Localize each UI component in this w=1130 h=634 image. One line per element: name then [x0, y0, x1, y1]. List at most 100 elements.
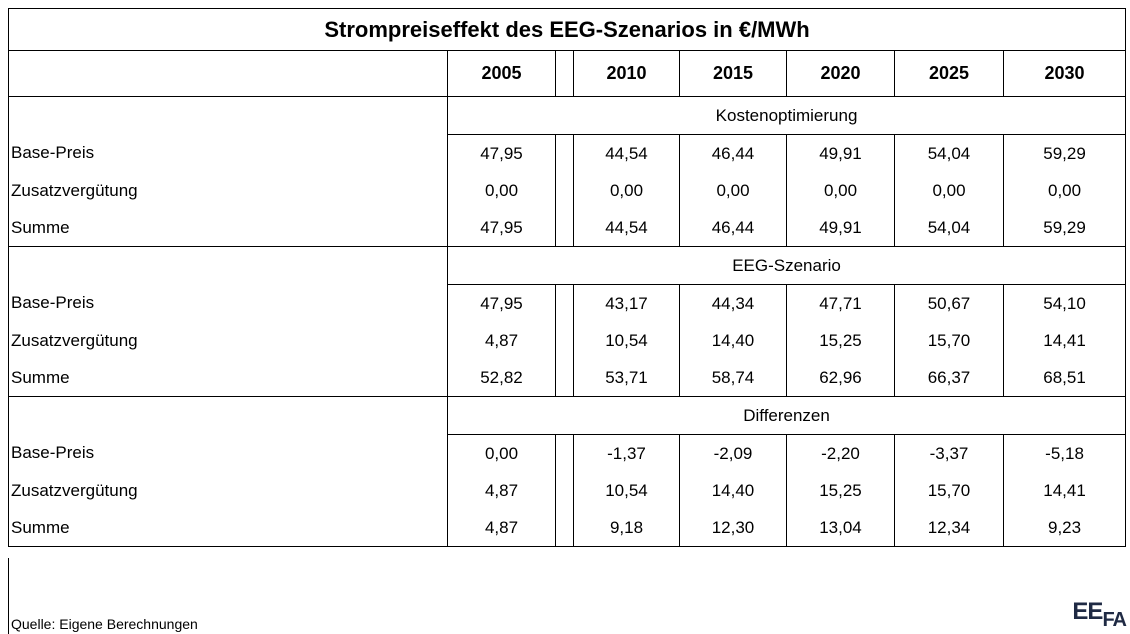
- data-row: Summe 47,95 44,54 46,44 49,91 54,04 59,29: [8, 209, 1127, 247]
- value-cell: 14,41: [1002, 322, 1127, 359]
- data-row: Base-Preis 47,95 44,54 46,44 49,91 54,04 59,29: [8, 134, 1127, 172]
- value-cell: 12,30: [679, 509, 787, 547]
- value-cell: 59,29: [1002, 209, 1127, 247]
- value-cell: 46,44: [679, 209, 787, 247]
- year-header: 2025: [894, 50, 1004, 97]
- value-cell: 44,54: [573, 209, 680, 247]
- gap-cell: [555, 322, 574, 359]
- gap-cell: [555, 172, 574, 209]
- value-cell: 54,10: [1002, 284, 1127, 322]
- value-cell: 54,04: [894, 134, 1004, 172]
- section-label: EEG-Szenario: [446, 246, 1127, 285]
- row-label: Summe: [8, 359, 448, 397]
- value-cell: 15,70: [894, 472, 1004, 509]
- value-cell: 44,54: [573, 134, 680, 172]
- value-cell: 9,23: [1002, 509, 1127, 547]
- value-cell: 47,95: [447, 284, 556, 322]
- data-row: Base-Preis 0,00 -1,37 -2,09 -2,20 -3,37 -5,18: [8, 434, 1127, 472]
- gap-cell: [555, 50, 574, 97]
- value-cell: 9,18: [573, 509, 680, 547]
- year-header: 2030: [1002, 50, 1127, 97]
- value-cell: 12,34: [894, 509, 1004, 547]
- data-row: Zusatzvergütung 0,00 0,00 0,00 0,00 0,00 0,00: [8, 172, 1127, 209]
- value-cell: 4,87: [447, 322, 556, 359]
- logo-part: EE: [1072, 598, 1103, 625]
- value-cell: 62,96: [786, 359, 895, 397]
- section-blank: [8, 246, 448, 285]
- year-header: 2020: [786, 50, 895, 97]
- data-row: Base-Preis 47,95 43,17 44,34 47,71 50,67 54,10: [8, 284, 1127, 322]
- data-row: Summe 52,82 53,71 58,74 62,96 66,37 68,51: [8, 359, 1127, 397]
- value-cell: 15,25: [786, 322, 895, 359]
- value-cell: 14,41: [1002, 472, 1127, 509]
- value-cell: 0,00: [1002, 172, 1127, 209]
- value-cell: 46,44: [679, 134, 787, 172]
- row-label: Zusatzvergütung: [8, 472, 448, 509]
- gap-cell: [555, 134, 574, 172]
- value-cell: 49,91: [786, 209, 895, 247]
- value-cell: 47,95: [447, 209, 556, 247]
- gap-cell: [555, 472, 574, 509]
- gap-cell: [555, 434, 574, 472]
- year-header: 2005: [447, 50, 556, 97]
- value-cell: -3,37: [894, 434, 1004, 472]
- value-cell: -2,09: [679, 434, 787, 472]
- value-cell: -5,18: [1002, 434, 1127, 472]
- value-cell: 10,54: [573, 472, 680, 509]
- value-cell: 4,87: [447, 509, 556, 547]
- row-label: Zusatzvergütung: [8, 172, 448, 209]
- title-row: Strompreiseffekt des EEG-Szenarios in €/…: [7, 8, 1127, 51]
- year-header: 2010: [573, 50, 680, 97]
- section-row: Kostenoptimierung: [8, 96, 1127, 135]
- logo-part: FA: [1102, 609, 1127, 631]
- section-row: EEG-Szenario: [8, 246, 1127, 285]
- value-cell: 50,67: [894, 284, 1004, 322]
- year-header: 2015: [679, 50, 787, 97]
- row-label: Base-Preis: [8, 134, 448, 172]
- section-label: Differenzen: [446, 396, 1127, 435]
- value-cell: 15,25: [786, 472, 895, 509]
- value-cell: 0,00: [447, 172, 556, 209]
- data-row: Summe 4,87 9,18 12,30 13,04 12,34 9,23: [8, 509, 1127, 547]
- row-label: Base-Preis: [8, 434, 448, 472]
- value-cell: 58,74: [679, 359, 787, 397]
- value-cell: 0,00: [894, 172, 1004, 209]
- data-row: Zusatzvergütung 4,87 10,54 14,40 15,25 15,70 1…: [8, 322, 1127, 359]
- value-cell: 68,51: [1002, 359, 1127, 397]
- value-cell: 43,17: [573, 284, 680, 322]
- gap-cell: [555, 359, 574, 397]
- data-row: Zusatzvergütung 4,87 10,54 14,40 15,25 15,70 1…: [8, 472, 1127, 509]
- row-label: Summe: [8, 509, 448, 547]
- value-cell: -1,37: [573, 434, 680, 472]
- value-cell: 4,87: [447, 472, 556, 509]
- value-cell: 13,04: [786, 509, 895, 547]
- gap-cell: [555, 509, 574, 547]
- gap-cell: [555, 284, 574, 322]
- row-label: Summe: [8, 209, 448, 247]
- value-cell: 66,37: [894, 359, 1004, 397]
- value-cell: 47,95: [447, 134, 556, 172]
- section-blank: [8, 96, 448, 135]
- value-cell: 49,91: [786, 134, 895, 172]
- value-cell: 59,29: [1002, 134, 1127, 172]
- value-cell: 15,70: [894, 322, 1004, 359]
- section-blank: [8, 396, 448, 435]
- value-cell: 0,00: [447, 434, 556, 472]
- header-cell: [8, 50, 448, 97]
- value-cell: 14,40: [679, 472, 787, 509]
- value-cell: 14,40: [679, 322, 787, 359]
- value-cell: 54,04: [894, 209, 1004, 247]
- price-table: Strompreiseffekt des EEG-Szenarios in €/…: [7, 8, 1127, 547]
- footer: Quelle: Eigene Berechnungen EEFA: [8, 558, 1127, 634]
- value-cell: 53,71: [573, 359, 680, 397]
- gap-cell: [555, 209, 574, 247]
- table-wrap: Strompreiseffekt des EEG-Szenarios in €/…: [7, 8, 1127, 547]
- logo: EEFA: [1072, 598, 1127, 631]
- value-cell: 47,71: [786, 284, 895, 322]
- value-cell: 0,00: [573, 172, 680, 209]
- section-row: Differenzen: [8, 396, 1127, 435]
- value-cell: -2,20: [786, 434, 895, 472]
- row-label: Zusatzvergütung: [8, 322, 448, 359]
- source-note: Quelle: Eigene Berechnungen: [11, 616, 198, 632]
